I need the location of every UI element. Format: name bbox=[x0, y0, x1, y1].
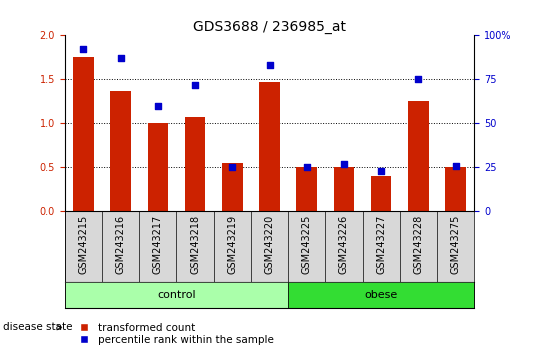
Text: GSM243220: GSM243220 bbox=[265, 215, 274, 274]
Point bbox=[116, 56, 125, 61]
Point bbox=[79, 47, 88, 52]
Text: GSM243218: GSM243218 bbox=[190, 215, 200, 274]
Bar bbox=[445, 167, 466, 211]
Bar bbox=[408, 101, 429, 211]
Title: GDS3688 / 236985_at: GDS3688 / 236985_at bbox=[193, 21, 346, 34]
Text: control: control bbox=[157, 290, 196, 300]
Bar bbox=[73, 57, 94, 211]
Text: GSM243275: GSM243275 bbox=[451, 215, 461, 274]
Bar bbox=[371, 176, 391, 211]
Text: GSM243215: GSM243215 bbox=[78, 215, 88, 274]
Legend: transformed count, percentile rank within the sample: transformed count, percentile rank withi… bbox=[70, 318, 278, 349]
Bar bbox=[110, 91, 131, 211]
Text: GSM243228: GSM243228 bbox=[413, 215, 424, 274]
Bar bbox=[185, 117, 205, 211]
Point bbox=[377, 168, 385, 174]
Text: obese: obese bbox=[364, 290, 398, 300]
Text: GSM243225: GSM243225 bbox=[302, 215, 312, 274]
Point bbox=[265, 63, 274, 68]
Text: GSM243217: GSM243217 bbox=[153, 215, 163, 274]
Bar bbox=[222, 163, 243, 211]
Point bbox=[451, 163, 460, 169]
Text: GSM243226: GSM243226 bbox=[339, 215, 349, 274]
Bar bbox=[334, 167, 354, 211]
Bar bbox=[65, 282, 288, 308]
Text: GSM243216: GSM243216 bbox=[115, 215, 126, 274]
Text: disease state: disease state bbox=[3, 322, 72, 332]
Bar bbox=[288, 282, 474, 308]
Text: GSM243227: GSM243227 bbox=[376, 215, 386, 274]
Bar bbox=[296, 167, 317, 211]
Bar bbox=[148, 124, 168, 211]
Point bbox=[191, 82, 199, 87]
Bar bbox=[259, 82, 280, 211]
Point bbox=[302, 165, 311, 170]
Point bbox=[228, 165, 237, 170]
Text: GSM243219: GSM243219 bbox=[227, 215, 237, 274]
Point bbox=[154, 103, 162, 109]
Point bbox=[414, 76, 423, 82]
Point bbox=[340, 161, 348, 167]
